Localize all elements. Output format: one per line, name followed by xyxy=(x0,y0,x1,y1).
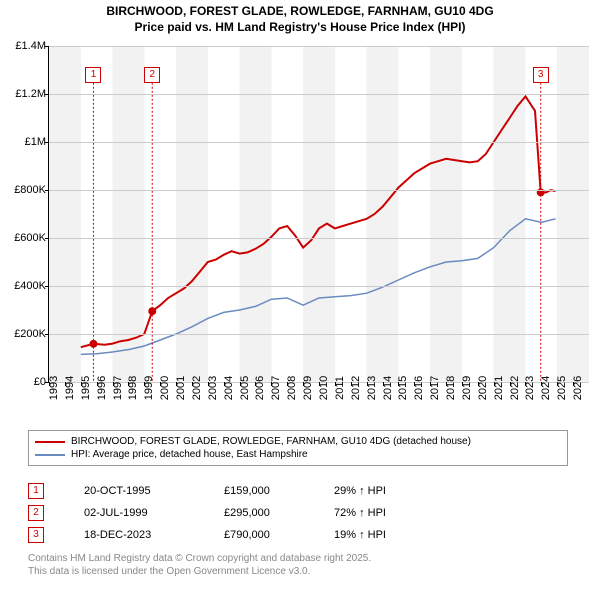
sales-date: 18-DEC-2023 xyxy=(84,529,224,541)
x-tick-label: 2003 xyxy=(207,376,219,400)
x-tick-label: 2020 xyxy=(477,376,489,400)
sales-pct: 29% ↑ HPI xyxy=(334,485,434,497)
y-gridline xyxy=(49,46,589,47)
sales-price: £159,000 xyxy=(224,485,334,497)
legend-item: HPI: Average price, detached house, East… xyxy=(35,448,561,461)
y-tick-label: £200K xyxy=(14,328,46,340)
y-gridline xyxy=(49,238,589,239)
x-tick-label: 2014 xyxy=(382,376,394,400)
y-gridline xyxy=(49,286,589,287)
sales-row: 2 02-JUL-1999£295,00072% ↑ HPI xyxy=(28,502,434,524)
x-tick-label: 2022 xyxy=(509,376,521,400)
y-gridline xyxy=(49,142,589,143)
x-tick-label: 2021 xyxy=(493,376,505,400)
x-tick-label: 2025 xyxy=(556,376,568,400)
x-tick-label: 2017 xyxy=(429,376,441,400)
x-tick-label: 1998 xyxy=(127,376,139,400)
x-tick-label: 2002 xyxy=(191,376,203,400)
x-tick-label: 2010 xyxy=(318,376,330,400)
title-line-2: Price paid vs. HM Land Registry's House … xyxy=(0,20,600,36)
sales-marker: 2 xyxy=(28,505,44,521)
footer-line-2: This data is licensed under the Open Gov… xyxy=(28,565,371,578)
x-tick-label: 2005 xyxy=(239,376,251,400)
sales-marker: 3 xyxy=(28,527,44,543)
x-tick-label: 2008 xyxy=(286,376,298,400)
chart-title: BIRCHWOOD, FOREST GLADE, ROWLEDGE, FARNH… xyxy=(0,0,600,35)
sales-date: 02-JUL-1999 xyxy=(84,507,224,519)
footer-attribution: Contains HM Land Registry data © Crown c… xyxy=(28,552,371,578)
marker-dot xyxy=(148,307,156,315)
y-tick-label: £0 xyxy=(34,376,46,388)
sales-pct: 19% ↑ HPI xyxy=(334,529,434,541)
x-tick-label: 2024 xyxy=(540,376,552,400)
sales-price: £790,000 xyxy=(224,529,334,541)
y-tick-label: £1.2M xyxy=(15,88,46,100)
sales-row: 3 18-DEC-2023£790,00019% ↑ HPI xyxy=(28,524,434,546)
y-gridline xyxy=(49,334,589,335)
legend: BIRCHWOOD, FOREST GLADE, ROWLEDGE, FARNH… xyxy=(28,430,568,466)
x-tick-label: 2004 xyxy=(223,376,235,400)
y-gridline xyxy=(49,94,589,95)
x-tick-label: 1993 xyxy=(48,376,60,400)
chart-lines xyxy=(49,46,589,382)
x-tick-label: 2007 xyxy=(270,376,282,400)
x-tick-label: 2026 xyxy=(572,376,584,400)
x-tick-label: 1996 xyxy=(96,376,108,400)
price-chart-container: BIRCHWOOD, FOREST GLADE, ROWLEDGE, FARNH… xyxy=(0,0,600,590)
x-tick-label: 2023 xyxy=(524,376,536,400)
legend-item: BIRCHWOOD, FOREST GLADE, ROWLEDGE, FARNH… xyxy=(35,435,561,448)
y-tick-label: £600K xyxy=(14,232,46,244)
sales-table: 1 20-OCT-1995£159,00029% ↑ HPI 2 02-JUL-199… xyxy=(28,480,434,546)
x-tick-label: 1994 xyxy=(64,376,76,400)
x-tick-label: 2011 xyxy=(334,376,346,400)
x-tick-label: 2013 xyxy=(366,376,378,400)
legend-swatch xyxy=(35,454,65,456)
x-tick-label: 2001 xyxy=(175,376,187,400)
x-tick-label: 2018 xyxy=(445,376,457,400)
x-tick-label: 2009 xyxy=(302,376,314,400)
sales-row: 1 20-OCT-1995£159,00029% ↑ HPI xyxy=(28,480,434,502)
sales-date: 20-OCT-1995 xyxy=(84,485,224,497)
footer-line-1: Contains HM Land Registry data © Crown c… xyxy=(28,552,371,565)
x-tick-label: 2012 xyxy=(350,376,362,400)
x-tick-label: 2019 xyxy=(461,376,473,400)
sales-price: £295,000 xyxy=(224,507,334,519)
x-tick-label: 2000 xyxy=(159,376,171,400)
x-tick-label: 1995 xyxy=(80,376,92,400)
legend-swatch xyxy=(35,441,65,443)
legend-label: BIRCHWOOD, FOREST GLADE, ROWLEDGE, FARNH… xyxy=(71,436,471,447)
x-tick-label: 1999 xyxy=(143,376,155,400)
y-tick-label: £400K xyxy=(14,280,46,292)
marker-dot xyxy=(89,340,97,348)
marker-callout-box: 1 xyxy=(85,67,101,83)
y-tick-label: £1.4M xyxy=(15,40,46,52)
marker-callout-box: 2 xyxy=(144,67,160,83)
x-tick-label: 2006 xyxy=(254,376,266,400)
marker-callout-box: 3 xyxy=(533,67,549,83)
y-tick-label: £800K xyxy=(14,184,46,196)
x-tick-label: 2015 xyxy=(397,376,409,400)
plot-area: 1 2 3 xyxy=(48,46,589,383)
sales-pct: 72% ↑ HPI xyxy=(334,507,434,519)
title-line-1: BIRCHWOOD, FOREST GLADE, ROWLEDGE, FARNH… xyxy=(0,4,600,20)
sales-marker: 1 xyxy=(28,483,44,499)
x-tick-label: 2016 xyxy=(413,376,425,400)
x-tick-label: 1997 xyxy=(112,376,124,400)
y-tick-label: £1M xyxy=(25,136,46,148)
legend-label: HPI: Average price, detached house, East… xyxy=(71,449,308,460)
y-gridline xyxy=(49,190,589,191)
